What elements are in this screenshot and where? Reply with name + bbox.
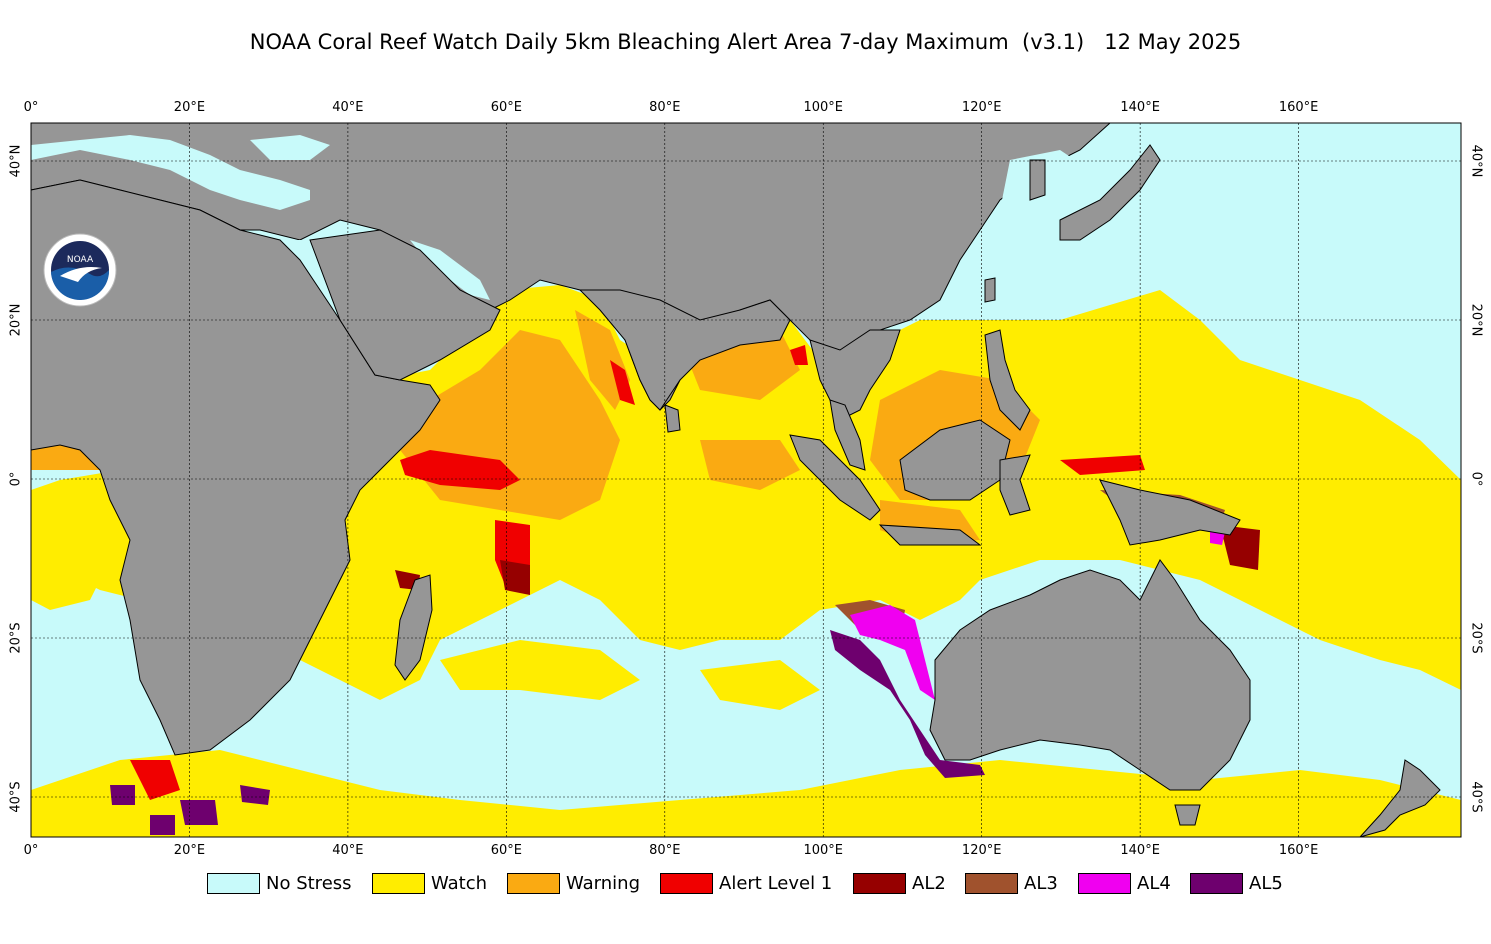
- lon-tick-label: 60°E: [490, 843, 522, 858]
- lon-tick-label: 80°E: [649, 100, 681, 115]
- lon-tick-label: 160°E: [1278, 100, 1319, 115]
- legend-item: AL4: [1078, 870, 1171, 896]
- land-japan: [1059, 144, 1161, 241]
- land-sumatra: [789, 434, 881, 521]
- lat-tick-label-right: 20°N: [1468, 303, 1484, 337]
- lon-tick-label: 0°: [23, 100, 39, 115]
- lon-tick-label: 60°E: [490, 100, 522, 115]
- legend-item: Warning: [507, 870, 640, 896]
- legend-label: AL2: [912, 872, 946, 894]
- legend-swatch: [660, 872, 713, 894]
- lat-tick-label-left: 40°N: [8, 144, 24, 178]
- lat-tick-label-left: 0°: [8, 471, 24, 487]
- legend-swatch: [965, 872, 1018, 894]
- lon-tick-label: 140°E: [1120, 843, 1160, 858]
- legend-swatch: [853, 872, 906, 894]
- legend-label: AL5: [1249, 872, 1283, 894]
- alert1-region: [400, 450, 520, 490]
- legend-item: No Stress: [207, 870, 352, 896]
- lat-tick-label-right: 20°S: [1468, 622, 1484, 654]
- lat-tick-label-right: 0°: [1468, 471, 1484, 487]
- land-africa: [31, 179, 441, 756]
- lat-tick-label-left: 20°S: [8, 622, 24, 654]
- legend-item: AL3: [965, 870, 1058, 896]
- legend-label: No Stress: [266, 872, 352, 894]
- lon-tick-label: 20°E: [173, 843, 206, 858]
- lon-tick-label: 140°E: [1120, 100, 1160, 115]
- legend-swatch: [1190, 872, 1243, 894]
- land-new-zealand: [1359, 759, 1441, 837]
- lon-tick-label: 160°E: [1278, 843, 1319, 858]
- noaa-logo: NOAA: [43, 233, 117, 307]
- al4-region: [850, 605, 935, 700]
- lon-tick-label: 40°E: [332, 843, 364, 858]
- legend-item: AL5: [1190, 870, 1283, 896]
- al5-region: [830, 630, 985, 778]
- legend-label: Watch: [431, 872, 488, 894]
- legend-swatch: [207, 872, 260, 894]
- legend-label: AL4: [1137, 872, 1171, 894]
- lon-tick-label: 120°E: [961, 100, 1002, 115]
- land-australia: [929, 559, 1251, 791]
- land-madagascar: [394, 574, 433, 681]
- lat-tick-label-left: 40°S: [8, 781, 24, 813]
- logo-text: NOAA: [67, 255, 94, 265]
- legend-label: Warning: [566, 872, 641, 894]
- legend-item: Watch: [372, 870, 487, 896]
- legend-swatch: [372, 872, 425, 894]
- legend-swatch: [507, 872, 560, 894]
- land-indochina: [809, 329, 901, 421]
- legend-item: AL2: [853, 870, 946, 896]
- lat-tick-label-left: 20°N: [8, 303, 24, 337]
- lon-tick-label: 120°E: [961, 843, 1002, 858]
- lon-tick-label: 40°E: [332, 100, 364, 115]
- watch-south-band: [31, 750, 1461, 837]
- lon-tick-label: 100°E: [803, 843, 843, 858]
- legend-label: AL3: [1024, 872, 1058, 894]
- al2-region: [500, 560, 530, 595]
- lon-tick-label: 0°: [23, 843, 39, 858]
- lon-tick-label: 100°E: [803, 100, 843, 115]
- land-philippines: [984, 329, 1031, 431]
- lon-tick-label: 80°E: [649, 843, 681, 858]
- lat-tick-label-right: 40°N: [1468, 144, 1484, 178]
- legend: No Stress Watch Warning Alert Level 1 AL2 AL3…: [0, 870, 1491, 898]
- map-title: NOAA Coral Reef Watch Daily 5km Bleachin…: [249, 30, 1242, 54]
- lat-tick-label-right: 40°S: [1468, 781, 1484, 813]
- legend-label: Alert Level 1: [719, 872, 833, 894]
- lon-tick-label: 20°E: [173, 100, 206, 115]
- legend-swatch: [1078, 872, 1131, 894]
- land-arabia: [309, 229, 501, 381]
- land-new-guinea: [1099, 479, 1241, 546]
- legend-item: Alert Level 1: [660, 870, 832, 896]
